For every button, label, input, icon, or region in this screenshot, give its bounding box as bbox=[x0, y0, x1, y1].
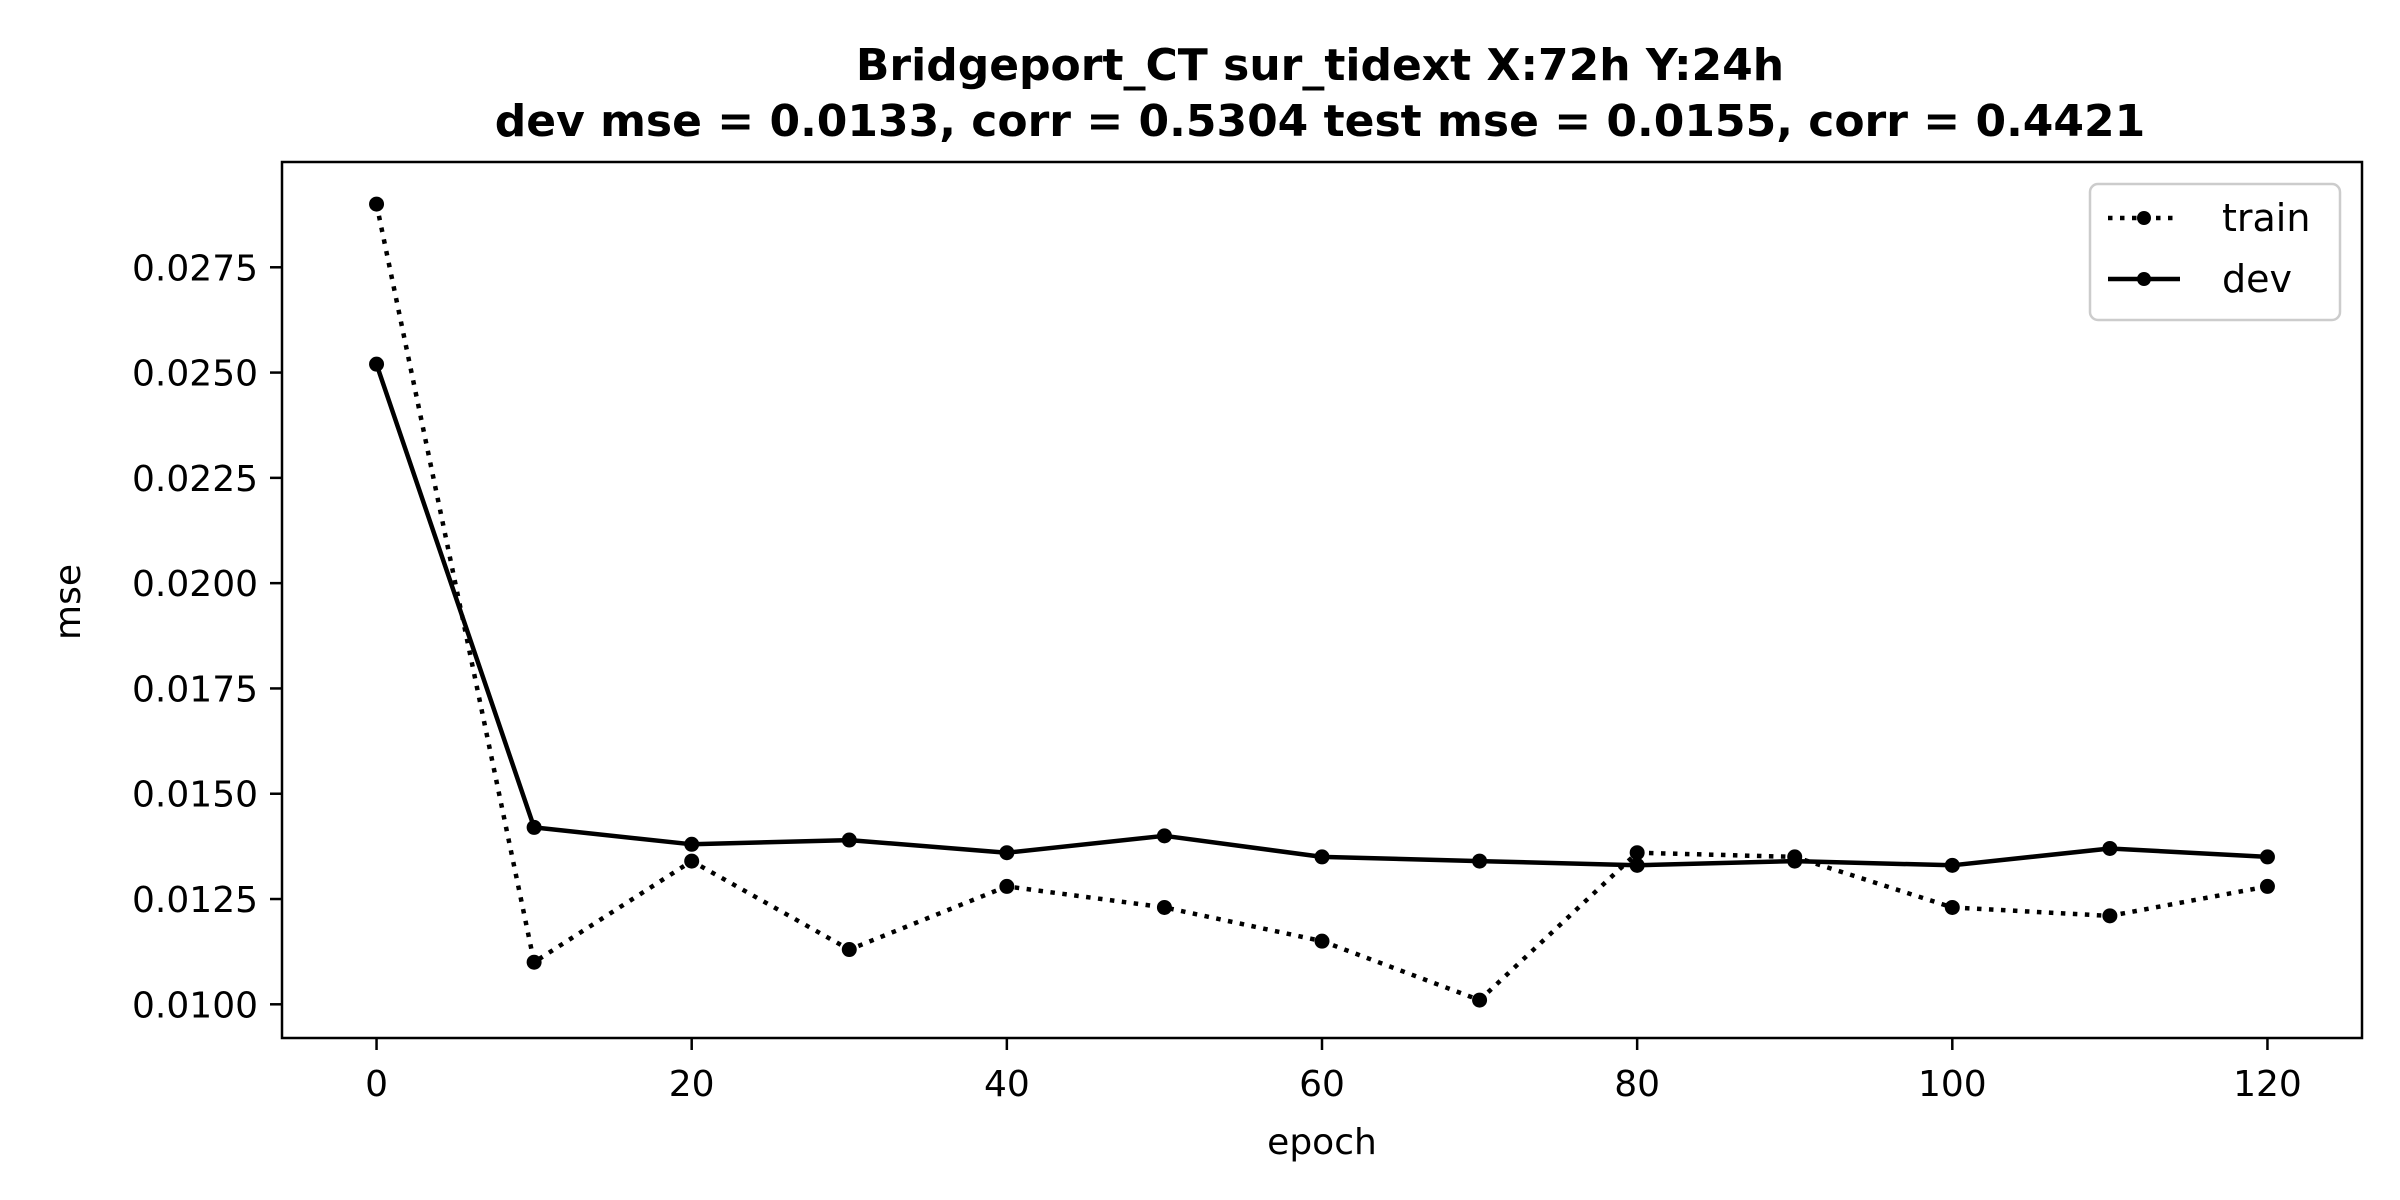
x-tick-label: 80 bbox=[1614, 1064, 1660, 1105]
data-point-dev bbox=[1944, 857, 1960, 873]
data-point-train bbox=[1314, 933, 1330, 949]
data-point-dev bbox=[2102, 840, 2118, 856]
x-tick-label: 0 bbox=[365, 1064, 388, 1105]
data-point-dev bbox=[841, 832, 857, 848]
y-axis-ticks: 0.0100 0.0125 0.0150 0.0175 0.0200 0.0225 0.02… bbox=[132, 248, 282, 1026]
x-axis-ticks: 0 20 40 60 80 100 120 bbox=[365, 1038, 2302, 1105]
y-tick-label: 0.0150 bbox=[132, 775, 258, 816]
y-tick-label: 0.0100 bbox=[132, 985, 258, 1026]
legend-train-label: train bbox=[2222, 196, 2310, 240]
y-tick-label: 0.0275 bbox=[132, 248, 258, 289]
y-tick-label: 0.0200 bbox=[132, 564, 258, 605]
plot-area-frame bbox=[280, 160, 2364, 1040]
data-point-dev bbox=[2259, 849, 2275, 865]
data-point-train bbox=[999, 878, 1015, 894]
series-dev bbox=[369, 356, 2275, 873]
data-point-train bbox=[1629, 845, 1645, 861]
data-point-train bbox=[1156, 899, 1172, 915]
data-point-dev bbox=[526, 819, 542, 835]
chart-subtitle: dev mse = 0.0133, corr = 0.5304 test mse… bbox=[495, 96, 2146, 147]
y-tick-label: 0.0175 bbox=[132, 669, 258, 710]
data-point-train bbox=[684, 853, 700, 869]
series-layer bbox=[369, 196, 2275, 1008]
legend-train-marker bbox=[2137, 211, 2151, 225]
x-axis-label: epoch bbox=[1267, 1122, 1377, 1163]
data-point-train bbox=[1472, 992, 1488, 1008]
chart-title: Bridgeport_CT sur_tidext X:72h Y:24h bbox=[856, 40, 1784, 91]
data-point-train bbox=[2102, 908, 2118, 924]
data-point-train bbox=[1944, 899, 1960, 915]
data-point-train bbox=[526, 954, 542, 970]
data-point-dev bbox=[1629, 857, 1645, 873]
data-point-dev bbox=[1314, 849, 1330, 865]
x-tick-label: 20 bbox=[669, 1064, 715, 1105]
y-tick-label: 0.0225 bbox=[132, 459, 258, 500]
data-point-dev bbox=[1787, 853, 1803, 869]
data-point-dev bbox=[369, 356, 385, 372]
data-point-train bbox=[841, 942, 857, 958]
legend-dev-label: dev bbox=[2222, 257, 2292, 301]
x-tick-label: 40 bbox=[984, 1064, 1030, 1105]
x-tick-label: 120 bbox=[2233, 1064, 2302, 1105]
y-tick-label: 0.0125 bbox=[132, 880, 258, 921]
data-point-train bbox=[2259, 878, 2275, 894]
x-tick-label: 100 bbox=[1918, 1064, 1987, 1105]
data-point-dev bbox=[1156, 828, 1172, 844]
x-tick-label: 60 bbox=[1299, 1064, 1345, 1105]
data-point-dev bbox=[999, 845, 1015, 861]
legend-box bbox=[2088, 182, 2342, 322]
legend-dev-marker bbox=[2137, 272, 2151, 286]
data-point-dev bbox=[684, 836, 700, 852]
legend: train dev bbox=[2088, 182, 2342, 322]
data-point-train bbox=[369, 196, 385, 212]
y-tick-label: 0.0250 bbox=[132, 354, 258, 395]
data-point-dev bbox=[1472, 853, 1488, 869]
y-axis-label: mse bbox=[48, 564, 89, 640]
